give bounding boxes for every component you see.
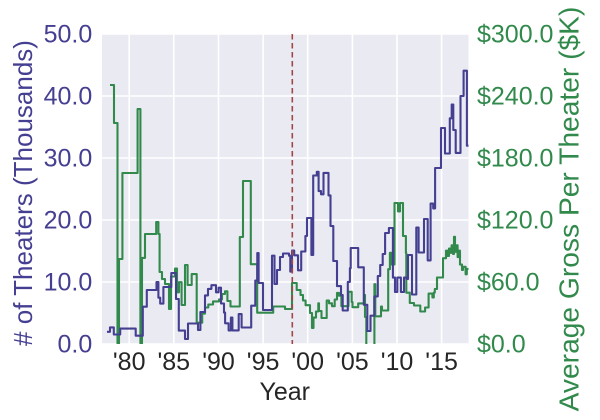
svg-text:40.0: 40.0 [44,83,93,111]
svg-text:20.0: 20.0 [44,207,93,235]
svg-text:0.0: 0.0 [58,331,93,359]
svg-text:Average Gross Per Theater ($K): Average Gross Per Theater ($K) [553,7,585,412]
svg-text:30.0: 30.0 [44,145,93,173]
svg-text:$240.0: $240.0 [477,83,553,111]
svg-text:'80: '80 [113,348,146,376]
svg-text:'85: '85 [158,348,191,376]
svg-text:50.0: 50.0 [44,21,93,49]
svg-text:$180.0: $180.0 [477,145,553,173]
svg-text:# of Theaters (Thousands): # of Theaters (Thousands) [8,40,38,346]
svg-text:$120.0: $120.0 [477,207,553,235]
svg-text:'00: '00 [291,348,324,376]
svg-text:$60.0: $60.0 [477,269,540,297]
svg-text:Year: Year [259,378,310,406]
svg-text:$300.0: $300.0 [477,21,553,49]
svg-text:'95: '95 [247,348,280,376]
svg-text:10.0: 10.0 [44,269,93,297]
svg-text:'90: '90 [202,348,235,376]
svg-text:'15: '15 [425,348,458,376]
svg-text:$0.0: $0.0 [477,331,526,359]
svg-text:'10: '10 [381,348,414,376]
svg-text:'05: '05 [336,348,369,376]
